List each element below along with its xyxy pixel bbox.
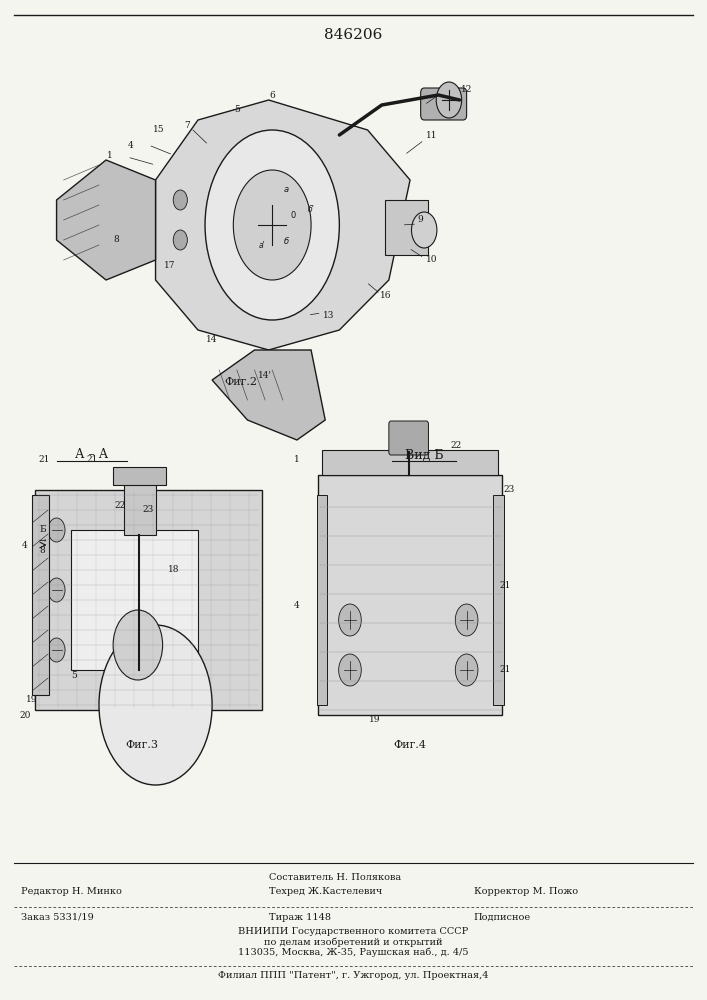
Text: Корректор М. Пожо: Корректор М. Пожо xyxy=(474,888,578,896)
Text: 20: 20 xyxy=(19,710,30,720)
Text: 21: 21 xyxy=(500,580,511,589)
Text: Тираж 1148: Тираж 1148 xyxy=(269,912,331,922)
Text: 19: 19 xyxy=(26,696,37,704)
Text: 12: 12 xyxy=(461,86,472,95)
Text: б: б xyxy=(284,237,289,246)
Text: 4: 4 xyxy=(128,140,134,149)
Text: Филиал ППП "Патент", г. Ужгород, ул. Проектная,4: Филиал ППП "Патент", г. Ужгород, ул. Про… xyxy=(218,972,489,980)
FancyBboxPatch shape xyxy=(493,495,504,705)
Text: А – А: А – А xyxy=(75,448,109,462)
FancyBboxPatch shape xyxy=(124,480,156,535)
Text: 16: 16 xyxy=(380,290,391,300)
Text: 22: 22 xyxy=(450,440,462,450)
Circle shape xyxy=(48,578,65,602)
Circle shape xyxy=(339,604,361,636)
Text: a': a' xyxy=(258,240,265,249)
Text: 21: 21 xyxy=(39,456,50,464)
Text: Редактор Н. Минко: Редактор Н. Минко xyxy=(21,888,122,896)
Text: 14': 14' xyxy=(258,370,272,379)
FancyBboxPatch shape xyxy=(317,495,327,705)
Text: 9: 9 xyxy=(418,216,423,225)
Polygon shape xyxy=(156,100,410,350)
FancyBboxPatch shape xyxy=(71,530,198,670)
Text: 22: 22 xyxy=(115,500,126,510)
Text: б': б' xyxy=(308,206,315,215)
Text: 13: 13 xyxy=(323,310,334,320)
Circle shape xyxy=(113,610,163,680)
Text: Заказ 5331/19: Заказ 5331/19 xyxy=(21,912,94,922)
Text: по делам изобретений и открытий: по делам изобретений и открытий xyxy=(264,937,443,947)
Text: 4: 4 xyxy=(294,600,300,609)
Polygon shape xyxy=(57,160,156,280)
Text: 8: 8 xyxy=(114,235,119,244)
FancyBboxPatch shape xyxy=(322,450,498,475)
Text: 846206: 846206 xyxy=(325,28,382,42)
Circle shape xyxy=(455,604,478,636)
FancyBboxPatch shape xyxy=(389,421,428,455)
Text: 10: 10 xyxy=(426,255,437,264)
Text: 17: 17 xyxy=(164,260,175,269)
Text: 19: 19 xyxy=(369,716,380,724)
Text: 113035, Москва, Ж-35, Раушская наб., д. 4/5: 113035, Москва, Ж-35, Раушская наб., д. … xyxy=(238,947,469,957)
Text: 21: 21 xyxy=(500,666,511,674)
Text: 21: 21 xyxy=(86,456,98,464)
Circle shape xyxy=(233,170,311,280)
Text: a: a xyxy=(284,186,289,194)
Circle shape xyxy=(205,130,339,320)
Text: 15: 15 xyxy=(153,125,165,134)
Circle shape xyxy=(173,230,187,250)
Circle shape xyxy=(339,654,361,686)
Text: Фиг.4: Фиг.4 xyxy=(394,740,426,750)
FancyBboxPatch shape xyxy=(113,467,166,485)
Text: 1: 1 xyxy=(294,456,300,464)
Text: 18: 18 xyxy=(168,566,179,574)
Text: Составитель Н. Полякова: Составитель Н. Полякова xyxy=(269,874,401,882)
Circle shape xyxy=(173,190,187,210)
Text: Фиг.2: Фиг.2 xyxy=(224,377,257,387)
Circle shape xyxy=(411,212,437,248)
FancyBboxPatch shape xyxy=(318,475,502,715)
Circle shape xyxy=(436,82,462,118)
Text: 5: 5 xyxy=(234,105,240,114)
Text: 7: 7 xyxy=(185,120,190,129)
Circle shape xyxy=(48,518,65,542)
Text: Вид Б: Вид Б xyxy=(405,448,443,462)
Text: Техред Ж.Кастелевич: Техред Ж.Кастелевич xyxy=(269,888,382,896)
FancyBboxPatch shape xyxy=(32,495,49,695)
Text: 5: 5 xyxy=(71,670,77,680)
Text: 1: 1 xyxy=(107,150,112,159)
Text: 4: 4 xyxy=(22,540,28,550)
Text: ВНИИПИ Государственного комитета СССР: ВНИИПИ Государственного комитета СССР xyxy=(238,928,469,936)
Text: 23: 23 xyxy=(143,506,154,514)
Text: 6: 6 xyxy=(269,91,275,100)
Text: 14: 14 xyxy=(206,336,218,344)
Text: Подписное: Подписное xyxy=(474,912,531,922)
Text: 11: 11 xyxy=(426,130,437,139)
Circle shape xyxy=(455,654,478,686)
FancyBboxPatch shape xyxy=(385,200,428,255)
Text: Б
→
8: Б → 8 xyxy=(39,525,46,555)
Text: 0: 0 xyxy=(291,211,296,220)
Circle shape xyxy=(48,638,65,662)
FancyBboxPatch shape xyxy=(421,88,467,120)
Polygon shape xyxy=(212,350,325,440)
Circle shape xyxy=(99,625,212,785)
Text: Фиг.3: Фиг.3 xyxy=(125,740,158,750)
Text: 23: 23 xyxy=(503,486,515,494)
FancyBboxPatch shape xyxy=(35,490,262,710)
